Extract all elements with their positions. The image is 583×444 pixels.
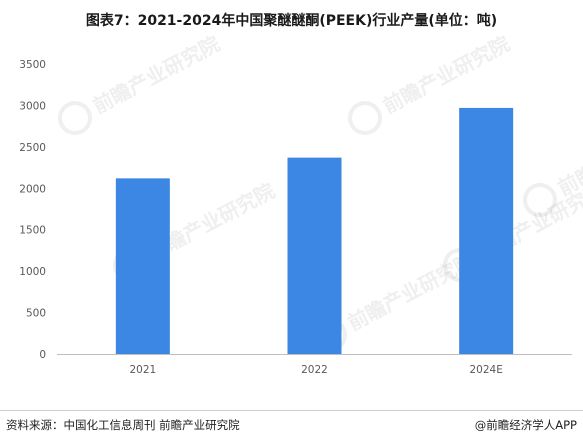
source-note: 资料来源：中国化工信息周刊 前瞻产业研究院 (6, 418, 240, 432)
x-tick-label: 2021 (129, 364, 156, 376)
y-tick-label: 1500 (19, 225, 46, 237)
y-tick-label: 3500 (19, 59, 46, 71)
brand-credit: @前瞻经济学人APP (474, 418, 577, 432)
y-tick-label: 2500 (19, 142, 46, 154)
y-axis-ticks: 0 500 1000 1500 2000 2500 3000 3500 (19, 59, 46, 361)
y-tick-label: 0 (39, 349, 46, 361)
x-tick-label: 2024E (469, 364, 502, 376)
bar (287, 157, 342, 354)
bar (459, 107, 514, 355)
x-axis-ticks: 2021 2022 2024E (129, 364, 502, 376)
y-tick-label: 3000 (19, 100, 46, 112)
bar (115, 178, 170, 354)
svg-text:前瞻产业研究院: 前瞻产业研究院 (554, 113, 583, 200)
bars (115, 107, 514, 355)
y-tick-label: 500 (26, 308, 46, 320)
svg-text:前瞻产业研究院: 前瞻产业研究院 (89, 31, 224, 118)
footer: 资料来源：中国化工信息周刊 前瞻产业研究院 @前瞻经济学人APP (0, 410, 583, 444)
chart-title: 图表7：2021-2024年中国聚醚醚酮(PEEK)行业产量(单位：吨) (85, 13, 498, 29)
svg-text:前瞻产业研究院: 前瞻产业研究院 (344, 248, 479, 335)
svg-text:前瞻产业研究院: 前瞻产业研究院 (379, 31, 514, 118)
x-tick-label: 2022 (301, 364, 328, 376)
y-tick-label: 2000 (19, 183, 46, 195)
watermark: 前瞻产业研究院 (58, 31, 224, 135)
y-tick-label: 1000 (19, 266, 46, 278)
